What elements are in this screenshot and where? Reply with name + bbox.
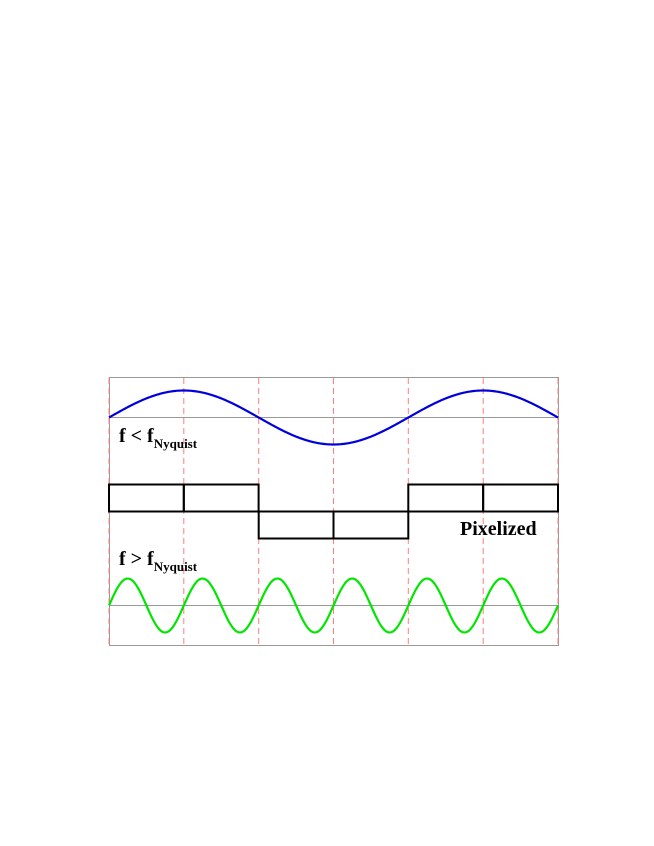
low-freq-label: f < fNyquist <box>119 425 198 451</box>
low-freq-label-subscript: Nyquist <box>154 436 198 451</box>
pixel-box <box>182 483 260 513</box>
pixelized-signal <box>108 483 560 540</box>
pixel-box <box>407 483 485 513</box>
pixelized-label: Pixelized <box>460 518 537 540</box>
pixel-box <box>332 510 410 540</box>
pixel-box <box>257 510 335 540</box>
high-freq-label-prefix: f > f <box>119 548 154 570</box>
sample-lines <box>108 378 559 645</box>
pixel-box <box>108 483 185 513</box>
low-freq-wave <box>108 389 559 446</box>
high-freq-wave <box>107 577 560 634</box>
low-freq-label-prefix: f < f <box>119 425 154 447</box>
high-freq-label: f > fNyquist <box>119 548 198 574</box>
high-freq-label-subscript: Nyquist <box>154 559 198 574</box>
pixel-box <box>482 483 560 513</box>
